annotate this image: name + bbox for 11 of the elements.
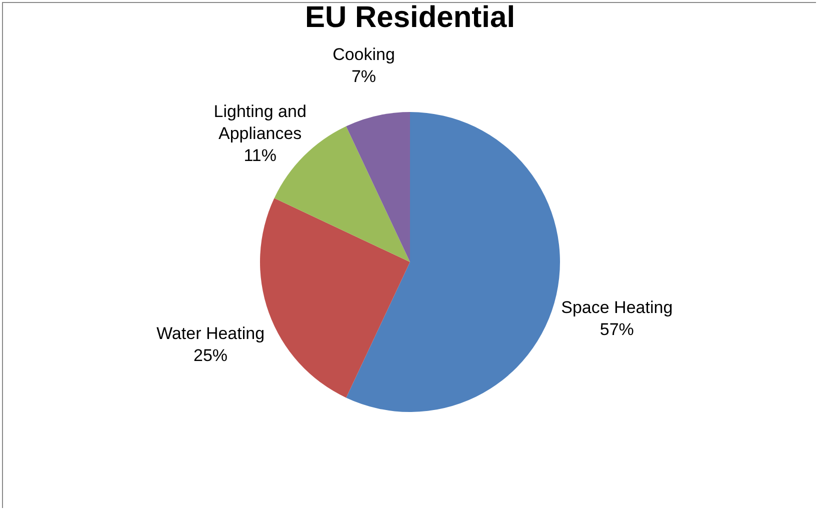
pie-slice bbox=[346, 112, 410, 262]
slice-label: Space Heating bbox=[561, 298, 673, 318]
chart-title: EU Residential bbox=[304, 1, 516, 34]
slice-label: Water Heating bbox=[156, 324, 265, 343]
slice-label: Lighting and Appliances bbox=[214, 102, 306, 144]
pie-slice bbox=[346, 112, 560, 412]
data-label: 25% bbox=[194, 346, 228, 365]
data-label: 7% bbox=[351, 67, 376, 86]
data-label: 57% bbox=[600, 320, 634, 340]
data-label: 11% bbox=[244, 146, 276, 166]
slice-label: Cooking bbox=[332, 45, 395, 64]
